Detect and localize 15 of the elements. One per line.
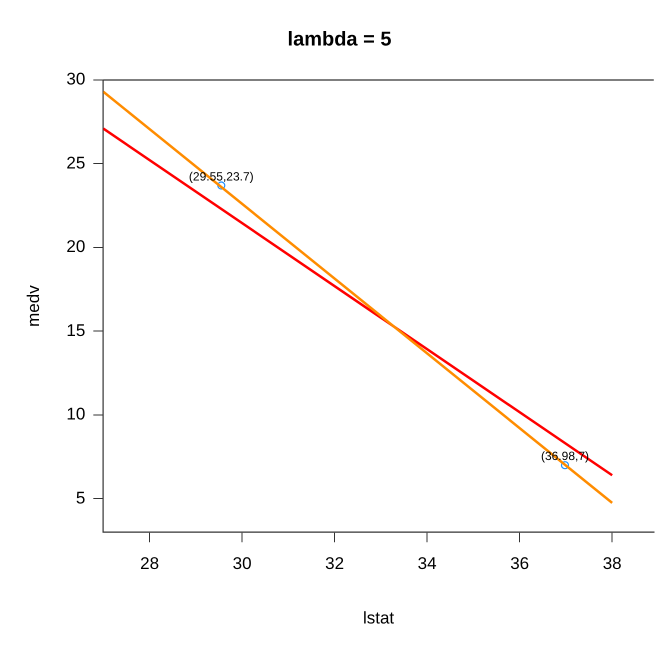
y-tick-label: 15	[66, 320, 86, 340]
x-axis-title: lstat	[362, 608, 394, 628]
y-tick-label: 5	[76, 488, 86, 508]
x-tick-label: 32	[325, 554, 344, 574]
y-tick-label: 25	[66, 153, 86, 172]
y-tick-label: 10	[66, 404, 86, 424]
x-tick-label: 38	[602, 554, 622, 574]
x-tick-label: 30	[232, 554, 252, 574]
y-tick-label: 30	[66, 70, 86, 89]
y-tick-label: 20	[66, 237, 86, 256]
y-axis-title: medv	[24, 284, 43, 327]
x-tick-label: 34	[418, 554, 437, 574]
x-tick-label: 28	[140, 554, 160, 574]
x-tick-label: 36	[510, 554, 530, 574]
chart-title: lambda = 5	[288, 28, 392, 51]
